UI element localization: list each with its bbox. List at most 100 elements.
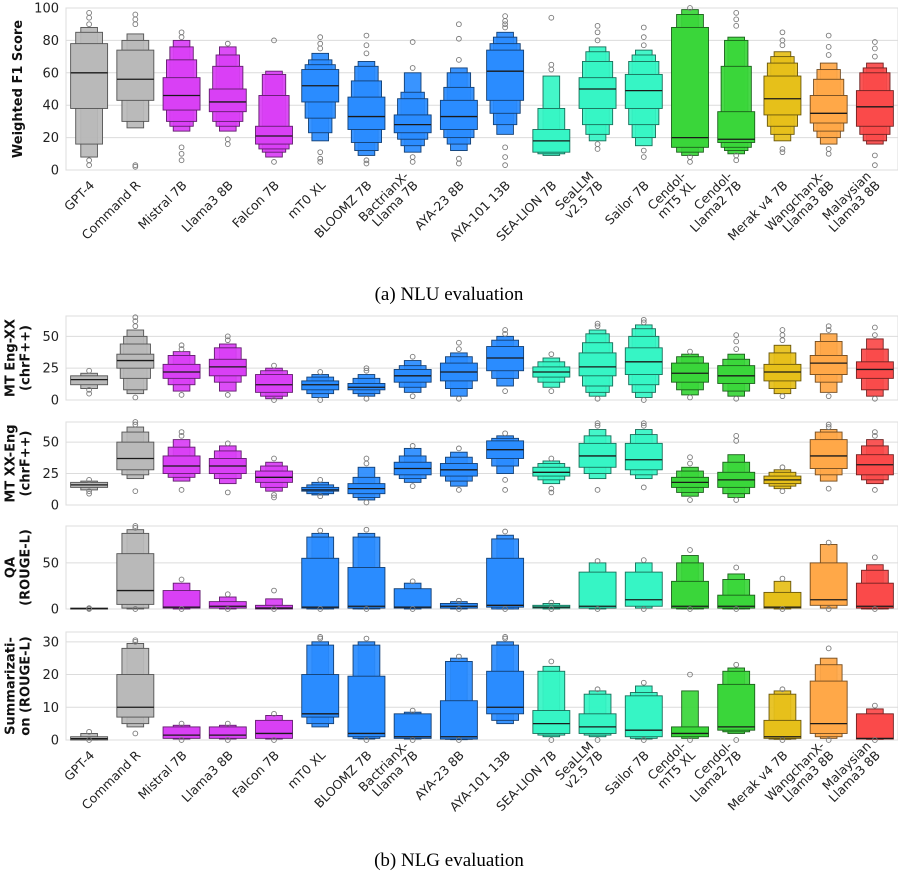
outlier-point [548, 599, 555, 606]
outlier-point [363, 395, 370, 402]
outlier-point [872, 45, 878, 52]
outlier-point [178, 150, 185, 157]
outlier-point [825, 424, 832, 430]
y-tick-label: 25 [42, 467, 59, 482]
boxen-Cendol-Llama2 7B [717, 332, 756, 402]
plot-area [65, 315, 898, 401]
outlier-point [640, 606, 647, 612]
outlier-point [363, 157, 370, 164]
boxen-SEA-LION 7B [532, 599, 571, 612]
boxen-BactrianX-Llama 7B [393, 39, 432, 165]
outlier-point [271, 397, 277, 403]
boxen-level [439, 99, 478, 130]
outlier-point [456, 606, 462, 612]
y-tick-label: 25 [42, 362, 59, 377]
boxen-Sailor 7B [624, 24, 663, 160]
boxen-Cendol-Llama2 7B [717, 564, 756, 612]
boxen-WangchanX-Llama3 8B [809, 323, 848, 400]
boxen-level [439, 700, 478, 740]
boxen-Merak v4 7B [763, 327, 802, 400]
outlier-point [363, 367, 370, 374]
outlier-point [640, 319, 647, 326]
outlier-point [178, 606, 185, 612]
boxen-Merak v4 7B [763, 464, 802, 495]
boxen-level [70, 43, 109, 109]
boxen-level [809, 439, 848, 469]
boxen-AYA-23 8B [439, 21, 478, 167]
outlier-point [86, 157, 92, 164]
outlier-point [271, 587, 277, 594]
outlier-point [409, 483, 416, 489]
boxen-Cendol-mT5 XL [671, 671, 709, 743]
boxen-Falcon 7B [255, 710, 293, 743]
x-tick-label: Falcon 7B [229, 748, 282, 801]
boxen-GPT-4 [70, 728, 109, 743]
outlier-point [640, 557, 647, 563]
outlier-point [640, 42, 647, 49]
boxen-mT0 XL [301, 527, 340, 612]
boxen-Falcon 7B [255, 37, 293, 165]
y-tick-label: 0 [51, 394, 59, 409]
boxen-Malaysian Llama3 8B [855, 324, 894, 402]
boxen-level [208, 601, 247, 609]
outlier-point [640, 316, 647, 323]
boxen-level [255, 374, 293, 393]
boxen-SEA-LION 7B [532, 455, 571, 496]
outlier-point [825, 485, 832, 492]
outlier-point [178, 157, 185, 164]
boxen-Sailor 7B [624, 316, 663, 403]
outlier-point [825, 421, 832, 428]
outlier-point [456, 445, 462, 452]
boxen-Malaysian Llama3 8B [855, 702, 894, 743]
outlier-point [363, 737, 370, 743]
outlier-point [733, 10, 740, 16]
boxen-level [717, 111, 756, 143]
x-tick-label: SeaLLMv2.5 7B [552, 168, 606, 222]
boxen-BLOOMZ 7B [347, 526, 386, 612]
boxen-AYA-101 13B [486, 430, 525, 493]
boxen-level [301, 557, 340, 609]
panel-1: 0 25 50 MT Eng-XX (chrF++) [4, 314, 898, 409]
outlier-point [825, 323, 832, 330]
outlier-point [548, 489, 555, 496]
outlier-point [733, 22, 740, 29]
boxen-Malaysian Llama3 8B [855, 429, 894, 493]
outlier-point [502, 154, 508, 160]
y-tick-label: 0 [51, 603, 59, 618]
outlier-point [733, 564, 740, 571]
boxen-Cendol-mT5 XL [671, 348, 709, 401]
outlier-point [733, 606, 740, 612]
boxen-Cendol-Llama2 7B [717, 661, 756, 743]
outlier-point [224, 440, 231, 447]
outlier-point [178, 576, 185, 583]
x-tick-label-line: mT0 XL [284, 747, 328, 791]
boxen-level [763, 591, 802, 609]
outlier-point [640, 484, 647, 491]
y-axis-label: Weighted F1 Score [11, 20, 26, 158]
outlier-point [363, 32, 370, 39]
outlier-point [872, 162, 878, 168]
boxen-Command R [116, 314, 155, 401]
outlier-point [178, 342, 185, 349]
outlier-point [548, 658, 555, 665]
boxen-AYA-101 13B [486, 327, 525, 394]
y-tick-label: 30 [42, 635, 59, 650]
outlier-point [86, 488, 92, 495]
outlier-point [687, 606, 693, 612]
boxen-Llama3 8B [208, 333, 247, 398]
x-tick-label: SeaLLMv2.5 7B [552, 738, 606, 792]
outlier-point [502, 21, 508, 28]
boxen-level [116, 441, 155, 471]
boxen-mT0 XL [301, 369, 340, 403]
outlier-point [178, 487, 185, 493]
caption-nlu: (a) NLU evaluation [375, 284, 524, 305]
boxen-level [855, 582, 894, 609]
outlier-point [733, 332, 740, 338]
outlier-point [594, 141, 601, 147]
boxen-Mistral 7B [162, 342, 201, 398]
outlier-point [86, 476, 92, 483]
outlier-point [132, 730, 139, 737]
boxen-AYA-23 8B [439, 653, 478, 743]
